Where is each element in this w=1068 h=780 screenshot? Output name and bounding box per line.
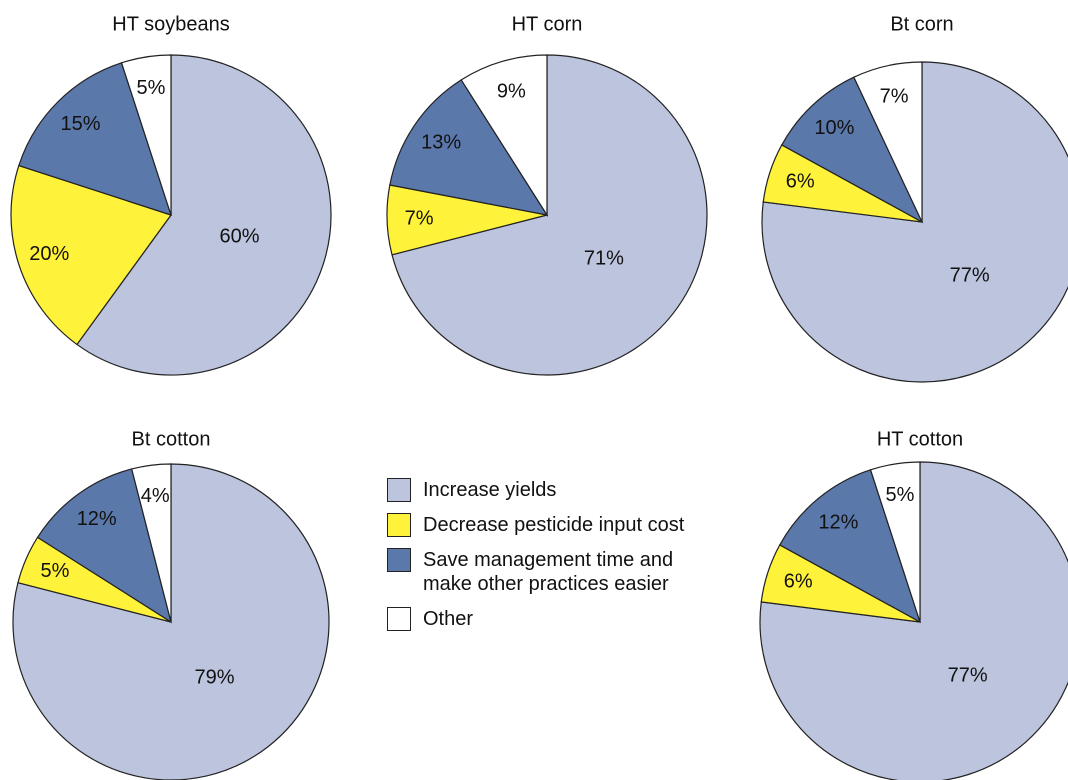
value-label: 5% bbox=[886, 484, 915, 506]
pie-slice bbox=[120, 54, 172, 216]
pie-slice bbox=[869, 461, 921, 623]
legend: Increase yields Decrease pesticide input … bbox=[387, 478, 727, 642]
value-label: 71% bbox=[584, 247, 624, 269]
pie-slice bbox=[18, 62, 172, 216]
value-label: 4% bbox=[141, 485, 170, 507]
value-label: 77% bbox=[950, 264, 990, 286]
pie-title: Bt cotton bbox=[132, 428, 211, 450]
pie-slice bbox=[36, 468, 172, 624]
legend-item: Decrease pesticide input cost bbox=[387, 513, 727, 537]
pie-slice bbox=[780, 76, 924, 224]
pie-slice bbox=[130, 463, 172, 623]
pie-slice bbox=[76, 54, 332, 376]
value-label: 77% bbox=[948, 664, 988, 686]
pie-slice bbox=[12, 463, 330, 780]
legend-label: Increase yields bbox=[423, 479, 557, 501]
legend-label: Save management time and make other prac… bbox=[423, 549, 674, 595]
value-label: 6% bbox=[784, 571, 813, 593]
value-label: 7% bbox=[405, 207, 434, 229]
pie-slice bbox=[391, 54, 708, 376]
value-label: 12% bbox=[77, 508, 117, 530]
legend-item: Other bbox=[387, 607, 727, 631]
pie-title: Bt corn bbox=[890, 13, 953, 35]
value-label: 9% bbox=[497, 80, 526, 102]
value-label: 79% bbox=[195, 666, 235, 688]
legend-swatch bbox=[387, 478, 411, 502]
legend-item: Save management time and make other prac… bbox=[387, 548, 727, 596]
pie-slice bbox=[778, 469, 922, 624]
value-label: 20% bbox=[29, 243, 69, 265]
pie-title: HT cotton bbox=[877, 428, 963, 450]
pie-title: HT corn bbox=[512, 13, 583, 35]
pie-slice bbox=[759, 461, 1068, 780]
value-label: 13% bbox=[421, 131, 461, 153]
value-label: 15% bbox=[60, 113, 100, 135]
pie-slice bbox=[10, 164, 172, 346]
value-label: 10% bbox=[814, 117, 854, 139]
legend-label: Other bbox=[423, 608, 474, 630]
pie-slice bbox=[460, 54, 548, 218]
value-label: 7% bbox=[880, 85, 909, 107]
value-label: 5% bbox=[137, 77, 166, 99]
legend-item: Increase yields bbox=[387, 478, 727, 502]
legend-swatch bbox=[387, 513, 411, 537]
value-label: 6% bbox=[786, 171, 815, 193]
pie-slice bbox=[761, 61, 1068, 383]
pie-title: HT soybeans bbox=[112, 13, 229, 35]
legend-swatch bbox=[387, 607, 411, 631]
value-label: 5% bbox=[41, 560, 70, 582]
value-label: 12% bbox=[818, 512, 858, 534]
legend-swatch bbox=[387, 548, 411, 572]
value-label: 60% bbox=[219, 226, 259, 248]
legend-label: Decrease pesticide input cost bbox=[423, 514, 685, 536]
pie-slice bbox=[853, 61, 923, 223]
pie-slice bbox=[389, 79, 549, 216]
